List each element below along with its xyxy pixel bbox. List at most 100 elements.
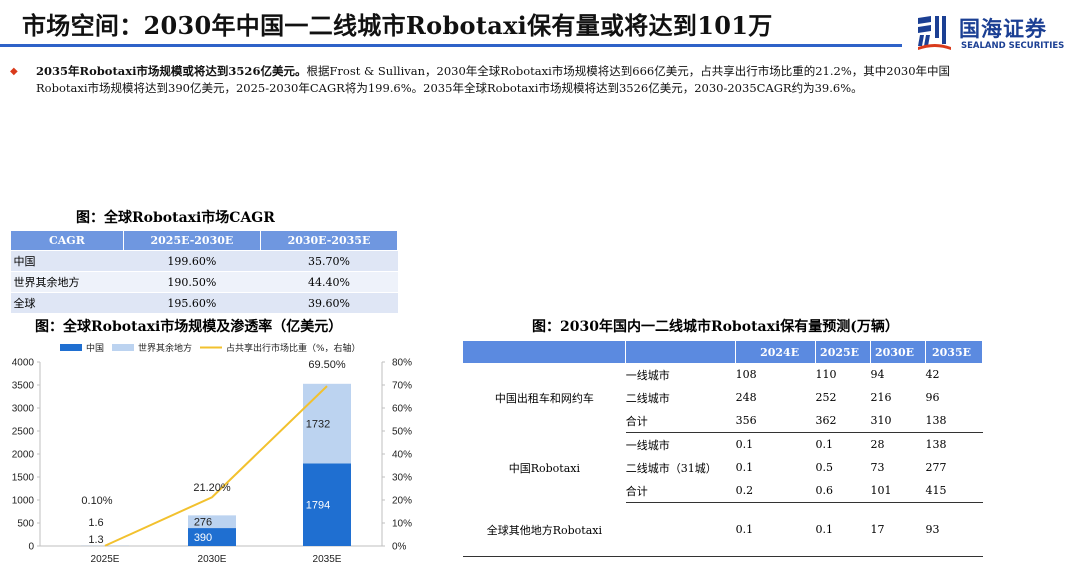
table-cell: 0.1 bbox=[735, 461, 754, 475]
table-cell: 138 bbox=[925, 409, 983, 434]
group-label: 中国Robotaxi bbox=[508, 461, 581, 475]
summary-line2: Robotaxi市场规模将达到390亿美元，2025-2030年CAGR将为19… bbox=[36, 81, 863, 95]
table-cell: 199.60% bbox=[123, 250, 261, 272]
table-row: 中国出租车和网约车 一线城市 108 110 94 42 bbox=[463, 363, 983, 405]
row-label: 二线城市 bbox=[625, 391, 670, 405]
data-label-share: 21.20% bbox=[193, 482, 231, 494]
title-rule bbox=[0, 44, 902, 47]
legend-label: 世界其余地方 bbox=[138, 342, 192, 354]
series-line-share bbox=[104, 385, 328, 547]
table-cell: 101 bbox=[870, 479, 926, 504]
fleet-header-cell bbox=[463, 341, 627, 363]
y2-tick-label: 80% bbox=[392, 358, 412, 369]
table-cell: 39.60% bbox=[260, 292, 398, 314]
row-label: 中国 bbox=[10, 250, 124, 272]
table-cell: 110 bbox=[815, 368, 837, 382]
table-row: 合计 0.2 0.6 101 415 bbox=[463, 479, 983, 504]
fleet-header-row: 2024E 2025E 2030E 2035E bbox=[463, 341, 984, 363]
table-cell: 94 bbox=[870, 368, 885, 382]
y2-tick-label: 0% bbox=[392, 542, 407, 553]
table-cell: 44.40% bbox=[260, 271, 398, 293]
data-label-rest: 1732 bbox=[306, 419, 330, 431]
y2-tick-label: 60% bbox=[392, 404, 412, 415]
y-tick-label: 1500 bbox=[12, 473, 35, 484]
table-cell: 96 bbox=[925, 391, 940, 405]
sealand-logo-icon bbox=[918, 16, 951, 50]
fleet-forecast-table: 2024E 2025E 2030E 2035E 中国出租车和网约车 一线城市 108… bbox=[463, 341, 984, 558]
table-cell: 415 bbox=[925, 479, 983, 504]
row-label bbox=[625, 502, 736, 558]
fleet-header-cell: 2025E bbox=[815, 341, 872, 363]
cagr-header-cell: 2030E-2035E bbox=[259, 230, 399, 251]
table-cell: 195.60% bbox=[123, 292, 261, 314]
cagr-header-row: CAGR 2025E-2030E 2030E-2035E bbox=[10, 230, 399, 251]
x-tick-label: 2030E bbox=[198, 554, 227, 565]
y-tick-label: 3000 bbox=[12, 404, 35, 415]
market-size-chart: 0 500 1000 1500 2000 2500 3000 3500 4000 0% 10% 20%… bbox=[12, 342, 412, 565]
table-cell: 277 bbox=[925, 461, 947, 475]
table-row: 全球其他地方Robotaxi 0.1 0.1 17 93 bbox=[463, 502, 983, 558]
summary-line1: 根据Frost & Sullivan，2030年全球Robotaxi市场规模将达… bbox=[306, 64, 951, 78]
x-tick-label: 2025E bbox=[91, 554, 120, 565]
fleet-header-cell: 2035E bbox=[925, 341, 984, 363]
table-row: 合计 356 362 310 138 bbox=[463, 409, 983, 434]
legend-swatch-china bbox=[60, 344, 82, 351]
fleet-header-cell: 2024E bbox=[735, 341, 817, 363]
y-tick-label: 0 bbox=[28, 542, 34, 553]
bar-rest-of-world bbox=[188, 515, 236, 529]
data-label-rest: 1.6 bbox=[88, 517, 103, 529]
y2-tick-label: 10% bbox=[392, 519, 412, 530]
table-cell: 17 bbox=[870, 502, 926, 558]
y2-tick-label: 40% bbox=[392, 450, 412, 461]
row-label: 世界其余地方 bbox=[10, 271, 124, 293]
chart-title: 图：全球Robotaxi市场规模及渗透率（亿美元） bbox=[35, 319, 343, 335]
y-tick-label: 2000 bbox=[12, 450, 35, 461]
y2-tick-label: 50% bbox=[392, 427, 412, 438]
group-label: 全球其他地方Robotaxi bbox=[463, 502, 626, 558]
cagr-table-title: 图：全球Robotaxi市场CAGR bbox=[76, 210, 275, 226]
table-cell: 0.1 bbox=[815, 438, 834, 452]
table-cell: 0.1 bbox=[815, 502, 871, 558]
table-row: 中国 199.60% 35.70% bbox=[10, 250, 398, 272]
data-label-share: 69.50% bbox=[308, 359, 346, 371]
cagr-table: CAGR 2025E-2030E 2030E-2035E 中国 199.60% … bbox=[10, 230, 399, 314]
table-cell: 93 bbox=[925, 502, 983, 558]
logo-english-name: SEALAND SECURITIES bbox=[961, 41, 1065, 51]
table-cell: 0.5 bbox=[815, 461, 834, 475]
y2-tick-label: 30% bbox=[392, 473, 412, 484]
table-row: 全球 195.60% 39.60% bbox=[10, 292, 398, 314]
fleet-header-cell: 2030E bbox=[870, 341, 926, 363]
y-tick-label: 500 bbox=[17, 519, 34, 530]
table-cell: 73 bbox=[870, 461, 885, 475]
table-cell: 108 bbox=[735, 368, 757, 382]
row-label: 一线城市 bbox=[625, 368, 670, 382]
page-title: 市场空间：2030年中国一二线城市Robotaxi保有量或将达到101万 bbox=[22, 11, 773, 40]
table-cell: 310 bbox=[870, 409, 926, 434]
fleet-table-title: 图：2030年国内一二线城市Robotaxi保有量预测(万辆） bbox=[532, 319, 899, 335]
data-label-china: 1.3 bbox=[88, 534, 103, 546]
table-cell: 42 bbox=[925, 368, 940, 382]
table-cell: 0.6 bbox=[815, 479, 871, 504]
table-cell: 216 bbox=[870, 391, 892, 405]
table-cell: 0.2 bbox=[735, 479, 816, 504]
y2-tick-label: 70% bbox=[392, 381, 412, 392]
y-tick-label: 1000 bbox=[12, 496, 35, 507]
legend-swatch-rest bbox=[112, 344, 134, 351]
row-label: 合计 bbox=[625, 409, 736, 434]
data-label-china: 390 bbox=[194, 532, 212, 544]
bar-china bbox=[188, 528, 236, 546]
cagr-header-cell: CAGR bbox=[10, 230, 124, 251]
row-label: 全球 bbox=[10, 292, 124, 314]
summary-paragraph: 2035年Robotaxi市场规模或将达到3526亿美元。根据Frost & S… bbox=[36, 63, 1046, 97]
fleet-header-cell bbox=[625, 341, 737, 363]
bar-rest-of-world bbox=[303, 383, 351, 464]
y-tick-label: 4000 bbox=[12, 358, 35, 369]
row-label: 合计 bbox=[625, 479, 736, 504]
y2-tick-label: 20% bbox=[392, 496, 412, 507]
table-row: 二线城市（31城） 0.1 0.5 73 277 bbox=[463, 456, 983, 479]
data-label-rest: 276 bbox=[194, 517, 212, 529]
summary-bold-lead: 2035年Robotaxi市场规模或将达到3526亿美元。 bbox=[36, 64, 307, 78]
table-row: 二线城市 248 252 216 96 bbox=[463, 386, 983, 409]
legend-label: 中国 bbox=[86, 342, 104, 354]
logo-chinese-name: 国海证券 bbox=[959, 17, 1047, 41]
